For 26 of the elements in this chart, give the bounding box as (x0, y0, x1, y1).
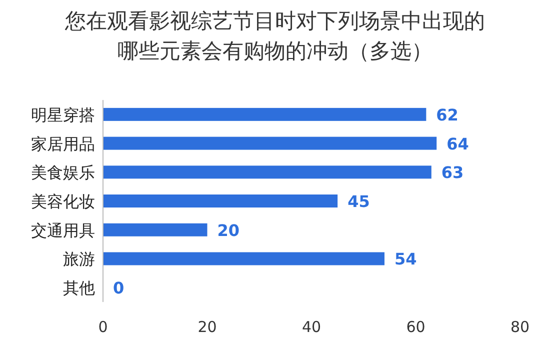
y-tick-label: 明星穿搭 (31, 105, 95, 124)
y-tick-label: 美容化妆 (31, 192, 95, 211)
x-tick-label: 0 (98, 318, 108, 336)
data-label: 20 (217, 220, 240, 240)
x-tick-label: 20 (198, 318, 217, 336)
data-label: 64 (446, 134, 469, 154)
y-tick-label: 美食娱乐 (31, 163, 95, 182)
bar (103, 223, 208, 236)
chart-title: 您在观看影视综艺节目时对下列场景中出现的哪些元素会有购物的冲动（多选） (64, 8, 486, 65)
bar (103, 194, 338, 208)
data-label: 62 (436, 105, 458, 124)
data-label: 63 (441, 163, 464, 182)
data-label: 45 (348, 192, 370, 211)
bar (103, 136, 437, 150)
y-tick-label: 旅游 (63, 250, 95, 269)
x-tick-label: 60 (406, 318, 426, 336)
data-label: 54 (394, 250, 417, 269)
bar (103, 108, 426, 121)
bar (103, 166, 432, 179)
y-tick-label: 其他 (63, 278, 95, 298)
y-tick-label: 家居用品 (31, 134, 95, 154)
data-label: 0 (113, 278, 124, 298)
bar (103, 252, 384, 266)
y-tick-label: 交通用具 (31, 220, 95, 240)
x-tick-label: 40 (302, 318, 322, 336)
x-tick-label: 80 (510, 318, 530, 336)
